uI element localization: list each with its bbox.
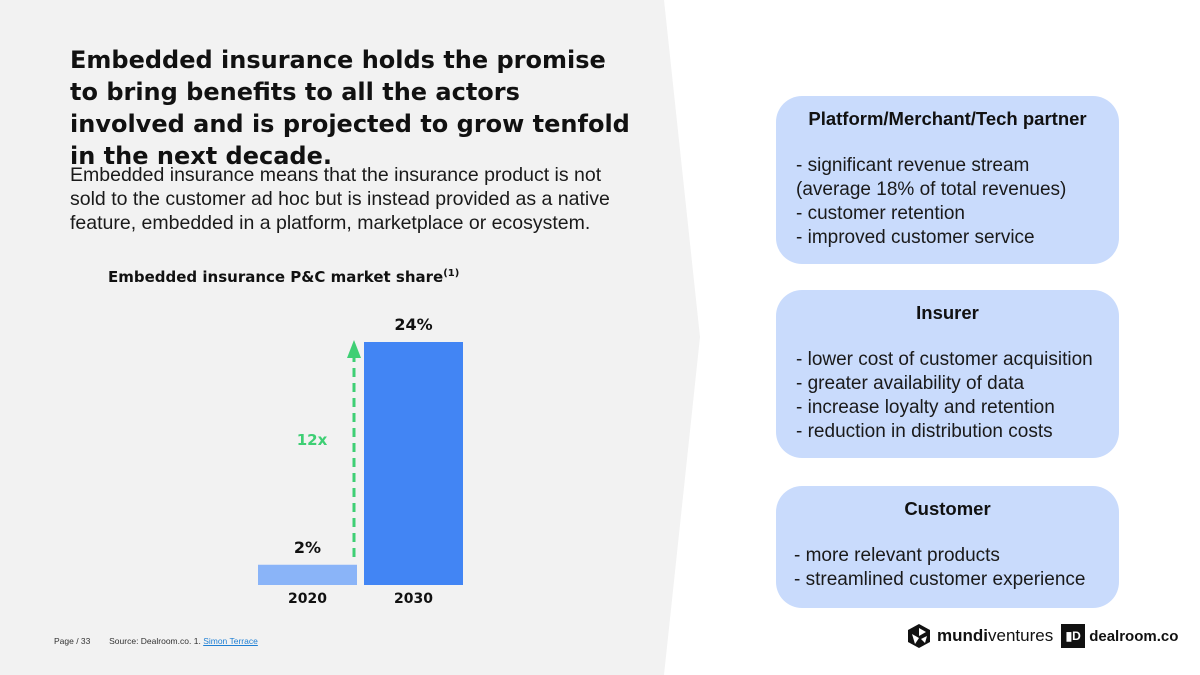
card-item-list: - lower cost of customer acquisition - g… (776, 348, 1119, 444)
chart-title-text: Embedded insurance P&C market share (108, 268, 444, 286)
card-item-list: - significant revenue stream (average 18… (776, 154, 1119, 250)
mundiventures-logo-icon (908, 624, 930, 648)
card-item: - more relevant products (794, 545, 1000, 566)
card-item: - reduction in distribution costs (796, 421, 1053, 442)
card-title: Insurer (916, 302, 979, 323)
mundiventures-logo-text: mundiventures (937, 626, 1054, 645)
footer: Page / 33 Source: Dealroom.co. 1. Simon … (54, 636, 258, 646)
card-item: - improved customer service (796, 227, 1035, 248)
card-item-list: - more relevant products - streamlined c… (776, 544, 1119, 592)
bar-2030 (364, 342, 463, 585)
data-label-2020: 2% (294, 538, 321, 557)
card-customer: Customer - more relevant products - stre… (776, 486, 1119, 608)
dealroom-logo-text: dealroom.co (1089, 627, 1179, 645)
card-title: Customer (904, 498, 991, 519)
chart-title: Embedded insurance P&C market share(1) (108, 268, 459, 286)
reference-number: 1. (193, 636, 201, 646)
card-item: - significant revenue stream (796, 155, 1030, 176)
category-label-2030: 2030 (394, 591, 433, 607)
card-item: - greater availability of data (796, 373, 1025, 394)
category-label-2020: 2020 (288, 591, 327, 607)
reference-link[interactable]: Simon Terrace (203, 636, 258, 646)
source-text: Source: Dealroom.co. (109, 636, 192, 646)
card-item: - streamlined customer experience (794, 569, 1086, 590)
chart-title-footnote: (1) (443, 268, 460, 279)
card-insurer: Insurer - lower cost of customer acquisi… (776, 290, 1119, 458)
logos: mundiventures ▮D dealroom.co (906, 623, 1178, 649)
growth-arrow-head (347, 340, 361, 358)
page-number: Page / 33 (54, 636, 91, 646)
dealroom-logo-icon: ▮D (1061, 624, 1086, 648)
card-item: (average 18% of total revenues) (796, 179, 1067, 200)
card-item: - increase loyalty and retention (796, 397, 1055, 418)
page-title: Embedded insurance holds the promise to … (70, 46, 630, 170)
card-title: Platform/Merchant/Tech partner (808, 108, 1087, 129)
card-platform-partner: Platform/Merchant/Tech partner - signifi… (776, 96, 1119, 264)
page-subtitle: Embedded insurance means that the insura… (70, 164, 610, 234)
bar-2020 (258, 564, 357, 585)
market-share-bar-chart: 2% 2020 24% 2030 12x (258, 315, 463, 607)
card-item: - customer retention (796, 203, 965, 224)
card-item: - lower cost of customer acquisition (796, 349, 1093, 370)
growth-annotation: 12x (297, 431, 328, 449)
data-label-2030: 24% (394, 315, 432, 334)
